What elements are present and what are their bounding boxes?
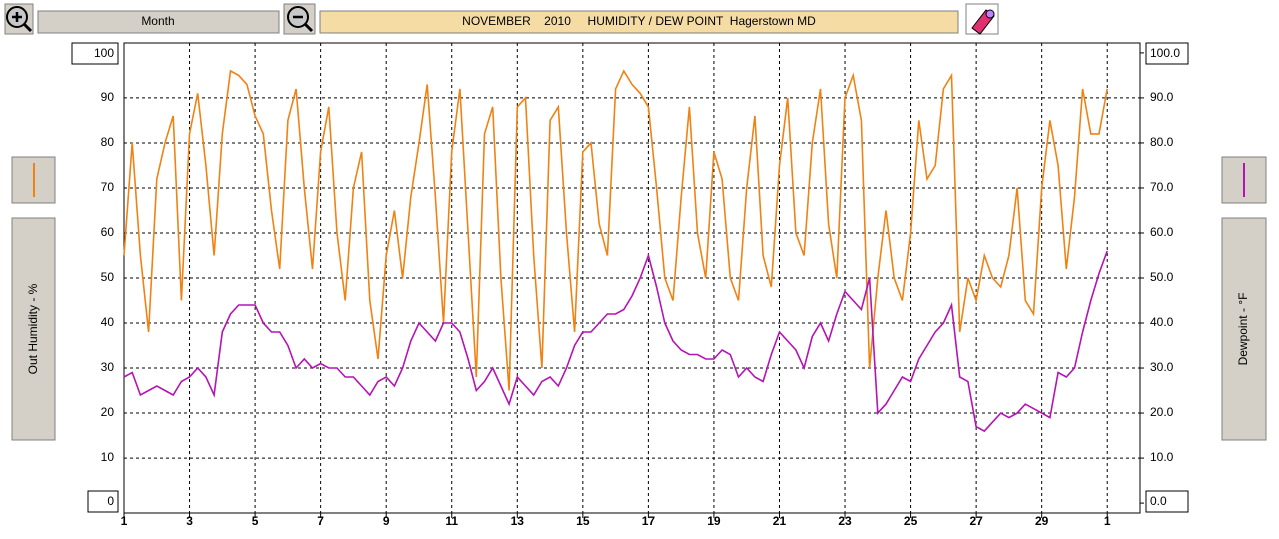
y2-tick-box [1145,490,1189,513]
y-tick-box [71,42,119,65]
x-tick-label: 5 [252,514,259,528]
print-icon[interactable] [965,3,999,35]
y2-tick-label: 30.0 [1150,360,1174,374]
chart-title: NOVEMBER 2010 HUMIDITY / DEW POINT Hager… [462,14,816,28]
y-tick-label: 50 [101,270,115,284]
x-tick-label: 11 [445,514,458,528]
x-tick-label: 15 [576,514,590,528]
y2-tick-label: 10.0 [1150,450,1174,464]
y-tick-box [87,490,119,513]
x-tick-label: 17 [642,514,656,528]
x-tick-label: 29 [1035,514,1049,528]
y2-tick-label: 80.0 [1150,135,1174,149]
y2-tick-label: 40.0 [1150,315,1174,329]
y-axis-label: Out Humidity - % [26,283,40,374]
x-tick-label: 3 [186,514,193,528]
x-tick-label: 9 [383,514,390,528]
x-tick-label: 21 [773,514,787,528]
y-tick-label: 10 [101,450,115,464]
y2-axis-label: Dewpoint - °F [1236,293,1250,366]
y2-tick-label: 20.0 [1150,405,1174,419]
period-box[interactable] [37,10,280,34]
y2-tick-label: 70.0 [1150,180,1174,194]
y2-tick-label: 0.0 [1150,494,1167,508]
y-tick-label: 30 [101,360,115,374]
y2-tick-label: 60.0 [1150,225,1174,239]
y2-axis-label-box [1221,217,1267,441]
y-tick-label: 20 [101,405,115,419]
x-tick-label: 1 [121,514,128,528]
y-tick-label: 100 [94,46,114,60]
y-tick-label: 80 [101,135,115,149]
y2-tick-label: 90.0 [1150,90,1174,104]
y2-tick-box [1145,42,1189,65]
x-tick-label: 1 [1104,514,1111,528]
y-tick-label: 60 [101,225,115,239]
y-tick-label: 40 [101,315,115,329]
x-tick-label: 7 [317,514,324,528]
period-label[interactable]: Month [141,14,174,28]
y2-tick-label: 100.0 [1150,46,1180,60]
zoom-out-button[interactable] [283,3,316,35]
x-tick-label: 19 [707,514,721,528]
x-tick-label: 25 [904,514,918,528]
zoom-in-button[interactable] [4,3,34,35]
y-tick-label: 90 [101,90,115,104]
title-box [319,10,959,34]
x-tick-label: 27 [969,514,983,528]
series-line [123,69,1108,391]
y-tick-label: 70 [101,180,115,194]
series-line [123,250,1108,433]
y2-tick-label: 50.0 [1150,270,1174,284]
y-axis-label-box [11,217,56,441]
y-tick-label: 0 [107,494,114,508]
x-tick-label: 23 [838,514,852,528]
x-tick-label: 13 [511,514,525,528]
